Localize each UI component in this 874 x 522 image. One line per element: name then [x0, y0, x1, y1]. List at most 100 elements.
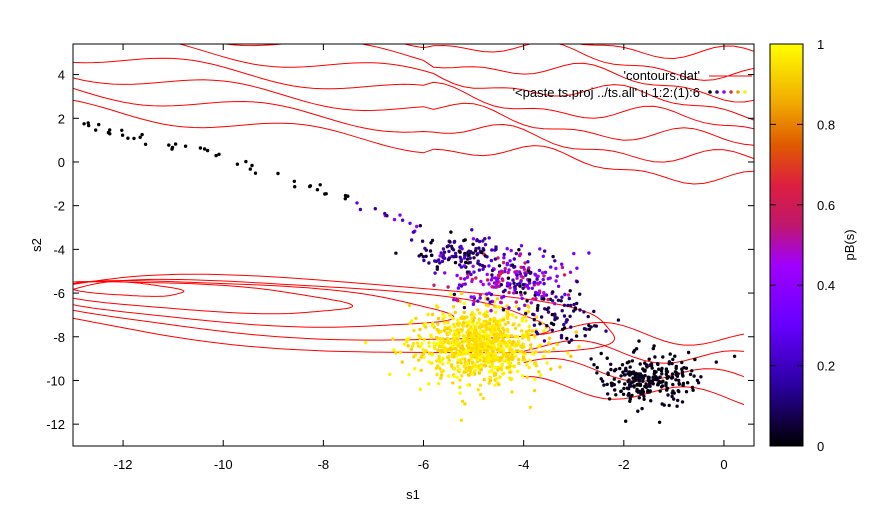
scatter-point	[518, 350, 522, 354]
scatter-point	[512, 257, 516, 261]
scatter-point	[543, 249, 547, 253]
scatter-point	[453, 310, 457, 315]
scatter-point	[529, 346, 533, 351]
scatter-point	[429, 241, 433, 245]
scatter-point	[652, 372, 656, 376]
scatter-point	[586, 314, 590, 319]
scatter-point	[132, 136, 136, 141]
scatter-point	[481, 267, 485, 271]
scatter-point	[520, 296, 524, 301]
scatter-point	[566, 303, 570, 308]
scatter-point	[675, 404, 679, 408]
scatter-point	[528, 271, 533, 275]
scatter-point	[472, 331, 476, 335]
scatter-point	[551, 254, 555, 259]
scatter-point	[485, 292, 489, 296]
scatter-point	[503, 340, 507, 345]
scatter-point	[415, 341, 420, 345]
scatter-point	[343, 193, 348, 198]
scatter-point	[667, 360, 672, 364]
scatter-point	[527, 335, 531, 339]
scatter-point	[143, 142, 148, 146]
scatter-point	[539, 373, 543, 377]
scatter-point	[660, 402, 664, 406]
scatter-point	[625, 361, 629, 365]
scatter-point	[521, 343, 525, 347]
scatter-point	[479, 364, 484, 369]
scatter-point	[436, 322, 440, 326]
scatter-point	[575, 266, 579, 270]
scatter-point	[674, 373, 679, 377]
scatter-point	[493, 383, 497, 387]
scatter-point	[454, 351, 458, 355]
scatter-point	[535, 291, 540, 295]
scatter-point	[690, 369, 694, 373]
scatter-point	[482, 377, 486, 382]
scatter-point	[488, 317, 492, 321]
scatter-point	[532, 317, 536, 322]
scatter-point	[463, 251, 467, 256]
scatter-point	[553, 317, 557, 322]
y-tick-label: -4	[53, 242, 65, 257]
scatter-point	[519, 244, 524, 248]
scatter-point	[473, 368, 477, 373]
scatter-point	[456, 358, 460, 362]
scatter-point	[436, 316, 441, 321]
scatter-point	[108, 132, 112, 136]
legend-entry-scatter: '<paste ts.proj ../ts.all' u 1:2:(1):6	[513, 85, 700, 100]
scatter-point	[459, 276, 463, 281]
scatter-point	[666, 375, 670, 379]
scatter-point	[454, 340, 459, 344]
scatter-point	[489, 360, 493, 364]
y-tick-label: -10	[46, 373, 65, 388]
scatter-point	[498, 272, 503, 276]
scatter-point	[524, 319, 528, 323]
scatter-point	[477, 268, 482, 272]
scatter-point	[449, 328, 453, 333]
scatter-point	[406, 344, 410, 348]
scatter-point	[511, 278, 515, 282]
scatter-point	[439, 251, 443, 255]
scatter-point	[592, 309, 596, 314]
scatter-point	[515, 273, 519, 277]
scatter-point	[479, 279, 483, 284]
scatter-point	[465, 275, 470, 279]
scatter-point	[460, 327, 464, 332]
contour-line	[177, 44, 754, 121]
scatter-point	[482, 359, 486, 363]
scatter-point	[422, 337, 426, 342]
scatter-point	[244, 159, 248, 164]
scatter-point	[496, 368, 500, 372]
scatter-point	[574, 330, 578, 334]
scatter-point	[473, 325, 477, 329]
scatter-point	[613, 388, 617, 392]
scatter-point	[400, 360, 404, 364]
scatter-point	[461, 324, 466, 328]
scatter-point	[497, 274, 501, 278]
scatter-point	[514, 269, 519, 274]
scatter-point	[550, 328, 554, 332]
scatter-point	[446, 257, 451, 262]
scatter-point	[421, 255, 425, 259]
scatter-point	[517, 270, 522, 274]
scatter-point	[446, 285, 450, 289]
x-tick-label: -12	[114, 457, 133, 472]
scatter-point	[488, 300, 492, 304]
scatter-point	[624, 419, 628, 423]
scatter-point	[672, 397, 676, 401]
scatter-point	[498, 375, 502, 379]
scatter-point	[373, 207, 377, 211]
scatter-point	[478, 263, 482, 267]
scatter-point	[505, 263, 509, 267]
scatter-point	[554, 295, 558, 299]
scatter-point	[530, 352, 534, 356]
scatter-point	[512, 291, 516, 295]
scatter-point	[527, 324, 531, 329]
scatter-point	[616, 318, 621, 322]
scatter-point	[637, 396, 641, 400]
scatter-point	[623, 368, 628, 373]
scatter-point	[478, 383, 483, 387]
x-tick-label: -8	[318, 457, 330, 472]
scatter-point	[448, 346, 453, 351]
scatter-point	[641, 390, 646, 394]
